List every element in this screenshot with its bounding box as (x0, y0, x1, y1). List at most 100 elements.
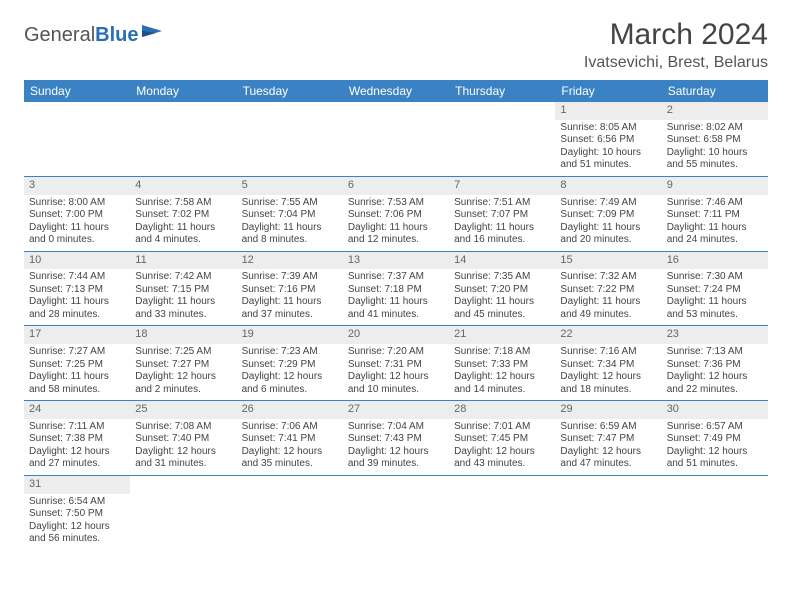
daylight-text: and 18 minutes. (560, 384, 656, 397)
calendar-cell: 21Sunrise: 7:18 AMSunset: 7:33 PMDayligh… (449, 326, 555, 401)
daylight-text: and 39 minutes. (348, 458, 444, 471)
daylight-text: Daylight: 11 hours (29, 222, 125, 235)
day-number: 20 (343, 326, 449, 344)
sunrise-text: Sunrise: 7:25 AM (135, 346, 231, 359)
day-number: 7 (449, 177, 555, 195)
calendar-row: 3Sunrise: 8:00 AMSunset: 7:00 PMDaylight… (24, 176, 768, 251)
day-number: 13 (343, 252, 449, 270)
daylight-text: Daylight: 12 hours (348, 371, 444, 384)
daylight-text: Daylight: 11 hours (242, 222, 338, 235)
sunrise-text: Sunrise: 7:20 AM (348, 346, 444, 359)
daylight-text: and 20 minutes. (560, 234, 656, 247)
sunrise-text: Sunrise: 8:00 AM (29, 197, 125, 210)
sunrise-text: Sunrise: 7:27 AM (29, 346, 125, 359)
day-number: 10 (24, 252, 130, 270)
sunset-text: Sunset: 7:47 PM (560, 433, 656, 446)
daylight-text: and 4 minutes. (135, 234, 231, 247)
sunrise-text: Sunrise: 6:54 AM (29, 496, 125, 509)
day-number: 19 (237, 326, 343, 344)
sunrise-text: Sunrise: 7:01 AM (454, 421, 550, 434)
daylight-text: and 12 minutes. (348, 234, 444, 247)
sunset-text: Sunset: 7:22 PM (560, 284, 656, 297)
day-number: 29 (555, 401, 661, 419)
sunset-text: Sunset: 7:13 PM (29, 284, 125, 297)
calendar-cell: 9Sunrise: 7:46 AMSunset: 7:11 PMDaylight… (662, 176, 768, 251)
weekday-header: Saturday (662, 80, 768, 102)
sunset-text: Sunset: 7:49 PM (667, 433, 763, 446)
calendar-body: 1Sunrise: 8:05 AMSunset: 6:56 PMDaylight… (24, 102, 768, 550)
weekday-header: Tuesday (237, 80, 343, 102)
daylight-text: Daylight: 11 hours (454, 222, 550, 235)
daylight-text: Daylight: 11 hours (135, 296, 231, 309)
header: GeneralBlue March 2024 Ivatsevichi, Bres… (24, 18, 768, 72)
sunset-text: Sunset: 7:16 PM (242, 284, 338, 297)
daylight-text: and 55 minutes. (667, 159, 763, 172)
calendar-row: 24Sunrise: 7:11 AMSunset: 7:38 PMDayligh… (24, 401, 768, 476)
day-number: 17 (24, 326, 130, 344)
daylight-text: Daylight: 11 hours (560, 296, 656, 309)
sunrise-text: Sunrise: 7:51 AM (454, 197, 550, 210)
day-number: 3 (24, 177, 130, 195)
daylight-text: Daylight: 10 hours (560, 147, 656, 160)
calendar-cell: 7Sunrise: 7:51 AMSunset: 7:07 PMDaylight… (449, 176, 555, 251)
sunset-text: Sunset: 7:33 PM (454, 359, 550, 372)
daylight-text: Daylight: 11 hours (560, 222, 656, 235)
calendar-cell: 3Sunrise: 8:00 AMSunset: 7:00 PMDaylight… (24, 176, 130, 251)
flag-icon (142, 22, 164, 45)
daylight-text: and 28 minutes. (29, 309, 125, 322)
daylight-text: Daylight: 11 hours (667, 296, 763, 309)
daylight-text: Daylight: 10 hours (667, 147, 763, 160)
calendar-cell: 13Sunrise: 7:37 AMSunset: 7:18 PMDayligh… (343, 251, 449, 326)
day-number: 23 (662, 326, 768, 344)
daylight-text: and 2 minutes. (135, 384, 231, 397)
sunrise-text: Sunrise: 7:39 AM (242, 271, 338, 284)
daylight-text: and 47 minutes. (560, 458, 656, 471)
day-number: 6 (343, 177, 449, 195)
sunrise-text: Sunrise: 7:42 AM (135, 271, 231, 284)
calendar-cell: 20 Sunrise: 7:20 AMSunset: 7:31 PMDayligh… (343, 326, 449, 401)
sunrise-text: Sunrise: 7:30 AM (667, 271, 763, 284)
sunrise-text: Sunrise: 7:04 AM (348, 421, 444, 434)
day-number: 31 (24, 476, 130, 494)
daylight-text: Daylight: 12 hours (135, 371, 231, 384)
daylight-text: and 51 minutes. (560, 159, 656, 172)
sunrise-text: Sunrise: 7:46 AM (667, 197, 763, 210)
weekday-header-row: SundayMondayTuesdayWednesdayThursdayFrid… (24, 80, 768, 102)
sunset-text: Sunset: 7:31 PM (348, 359, 444, 372)
calendar-cell: 12Sunrise: 7:39 AMSunset: 7:16 PMDayligh… (237, 251, 343, 326)
day-number: 28 (449, 401, 555, 419)
daylight-text: and 35 minutes. (242, 458, 338, 471)
calendar-cell-empty (449, 475, 555, 549)
calendar-cell: 31Sunrise: 6:54 AMSunset: 7:50 PMDayligh… (24, 475, 130, 549)
calendar-cell: 29Sunrise: 6:59 AMSunset: 7:47 PMDayligh… (555, 401, 661, 476)
daylight-text: and 27 minutes. (29, 458, 125, 471)
daylight-text: Daylight: 11 hours (135, 222, 231, 235)
calendar-cell: 28Sunrise: 7:01 AMSunset: 7:45 PMDayligh… (449, 401, 555, 476)
daylight-text: Daylight: 12 hours (454, 371, 550, 384)
sunset-text: Sunset: 7:24 PM (667, 284, 763, 297)
daylight-text: and 51 minutes. (667, 458, 763, 471)
daylight-text: and 41 minutes. (348, 309, 444, 322)
weekday-header: Friday (555, 80, 661, 102)
daylight-text: Daylight: 12 hours (242, 446, 338, 459)
daylight-text: Daylight: 11 hours (242, 296, 338, 309)
sunrise-text: Sunrise: 6:59 AM (560, 421, 656, 434)
sunrise-text: Sunrise: 7:08 AM (135, 421, 231, 434)
calendar-row: 10Sunrise: 7:44 AMSunset: 7:13 PM Dayligh… (24, 251, 768, 326)
sunrise-text: Sunrise: 7:44 AM (29, 271, 125, 284)
day-number: 24 (24, 401, 130, 419)
sunset-text: Sunset: 7:43 PM (348, 433, 444, 446)
calendar-cell: 8Sunrise: 7:49 AMSunset: 7:09 PMDaylight… (555, 176, 661, 251)
logo-text-blue: Blue (95, 24, 138, 47)
daylight-text: Daylight: 11 hours (348, 222, 444, 235)
daylight-text: and 33 minutes. (135, 309, 231, 322)
day-number: 4 (130, 177, 236, 195)
daylight-text: and 58 minutes. (29, 384, 125, 397)
day-number: 18 (130, 326, 236, 344)
daylight-text: and 14 minutes. (454, 384, 550, 397)
calendar-row: 17Sunrise: 7:27 AMSunset: 7:25 PMDayligh… (24, 326, 768, 401)
day-number: 16 (662, 252, 768, 270)
calendar-cell-empty (24, 102, 130, 176)
daylight-text: and 31 minutes. (135, 458, 231, 471)
calendar-cell: 2Sunrise: 8:02 AMSunset: 6:58 PMDaylight… (662, 102, 768, 176)
